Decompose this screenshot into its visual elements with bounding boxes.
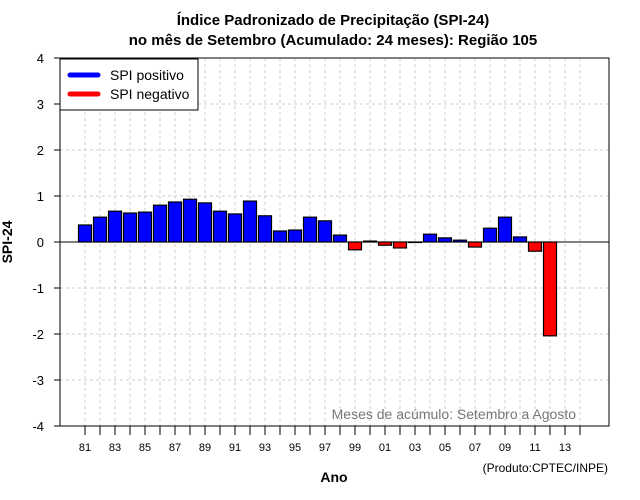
x-tick-label: 93	[259, 442, 271, 454]
y-ticks: -4 -3 -2 -1 0 1 2 3 4	[32, 51, 60, 434]
y-tick-label: 2	[37, 143, 44, 158]
x-tick-label: 95	[289, 442, 301, 454]
bar-1998	[332, 234, 348, 243]
bar-1981	[77, 224, 93, 243]
x-tick-label: 97	[319, 442, 331, 454]
bar-1990	[212, 210, 228, 243]
bar-1991	[227, 213, 243, 243]
bar-1995	[287, 229, 303, 243]
chart-title: Índice Padronizado de Precipitação (SPI-…	[177, 12, 490, 29]
x-tick-label: 81	[79, 442, 91, 454]
y-tick-label: -4	[32, 419, 44, 434]
bar-1989	[197, 202, 213, 243]
bar-2004	[422, 233, 438, 243]
bar-1982	[92, 216, 108, 243]
bar-1992	[242, 200, 258, 243]
bar-1986	[152, 204, 168, 243]
bar-2009	[497, 216, 513, 243]
bar-1999	[347, 241, 363, 251]
x-tick-label: 03	[409, 442, 421, 454]
bar-1985	[137, 211, 153, 243]
y-tick-label: 4	[37, 51, 44, 66]
bar-2007	[467, 241, 483, 248]
bars	[77, 198, 558, 337]
y-tick-label: 1	[37, 189, 44, 204]
x-tick-label: 11	[529, 442, 540, 454]
bar-1993	[257, 215, 273, 243]
legend-positive-label: SPI positivo	[110, 67, 184, 83]
x-tick-label: 91	[229, 442, 241, 454]
x-tick-label: 13	[559, 442, 571, 454]
product-credit: (Produto:CPTEC/INPE)	[483, 461, 608, 475]
y-tick-label: 3	[37, 97, 44, 112]
x-tick-label: 89	[199, 442, 211, 454]
y-axis-label: SPI-24	[0, 220, 15, 263]
bar-1987	[167, 201, 183, 243]
legend-box	[59, 58, 199, 111]
x-ticks: 81 83 85 87 89 91 93 95 97 99 01 03 05 07 09 11 13	[79, 426, 581, 454]
x-tick-label: 85	[139, 442, 151, 454]
x-tick-label: 05	[439, 442, 451, 454]
x-tick-label: 07	[469, 442, 481, 454]
legend-negative-label: SPI negativo	[110, 86, 190, 102]
y-tick-label: 0	[37, 235, 44, 250]
bar-2012	[542, 241, 558, 337]
axes	[59, 57, 610, 427]
bar-2011	[527, 241, 543, 252]
x-axis-label: Ano	[320, 469, 347, 485]
bar-1997	[317, 220, 333, 243]
accumulation-annotation: Meses de acúmulo: Setembro a Agosto	[332, 406, 577, 422]
bar-1996	[302, 216, 318, 243]
y-tick-label: -2	[32, 327, 44, 342]
bar-1983	[107, 210, 123, 243]
legend: SPI positivo SPI negativo	[59, 58, 199, 111]
chart-subtitle: no mês de Setembro (Acumulado: 24 meses)…	[129, 32, 537, 49]
bar-2008	[482, 227, 498, 243]
bar-1988	[182, 198, 198, 243]
x-tick-label: 83	[109, 442, 121, 454]
bar-1994	[272, 230, 288, 243]
bar-1984	[122, 212, 138, 243]
bar-2010	[512, 236, 528, 243]
bar-2002	[392, 241, 408, 249]
x-tick-label: 09	[499, 442, 511, 454]
bar-2005	[437, 237, 453, 243]
x-tick-label: 87	[169, 442, 181, 454]
x-tick-label: 99	[349, 442, 361, 454]
y-tick-label: -1	[32, 281, 44, 296]
grid	[60, 58, 609, 426]
y-tick-label: -3	[32, 373, 44, 388]
x-tick-label: 01	[379, 442, 391, 454]
